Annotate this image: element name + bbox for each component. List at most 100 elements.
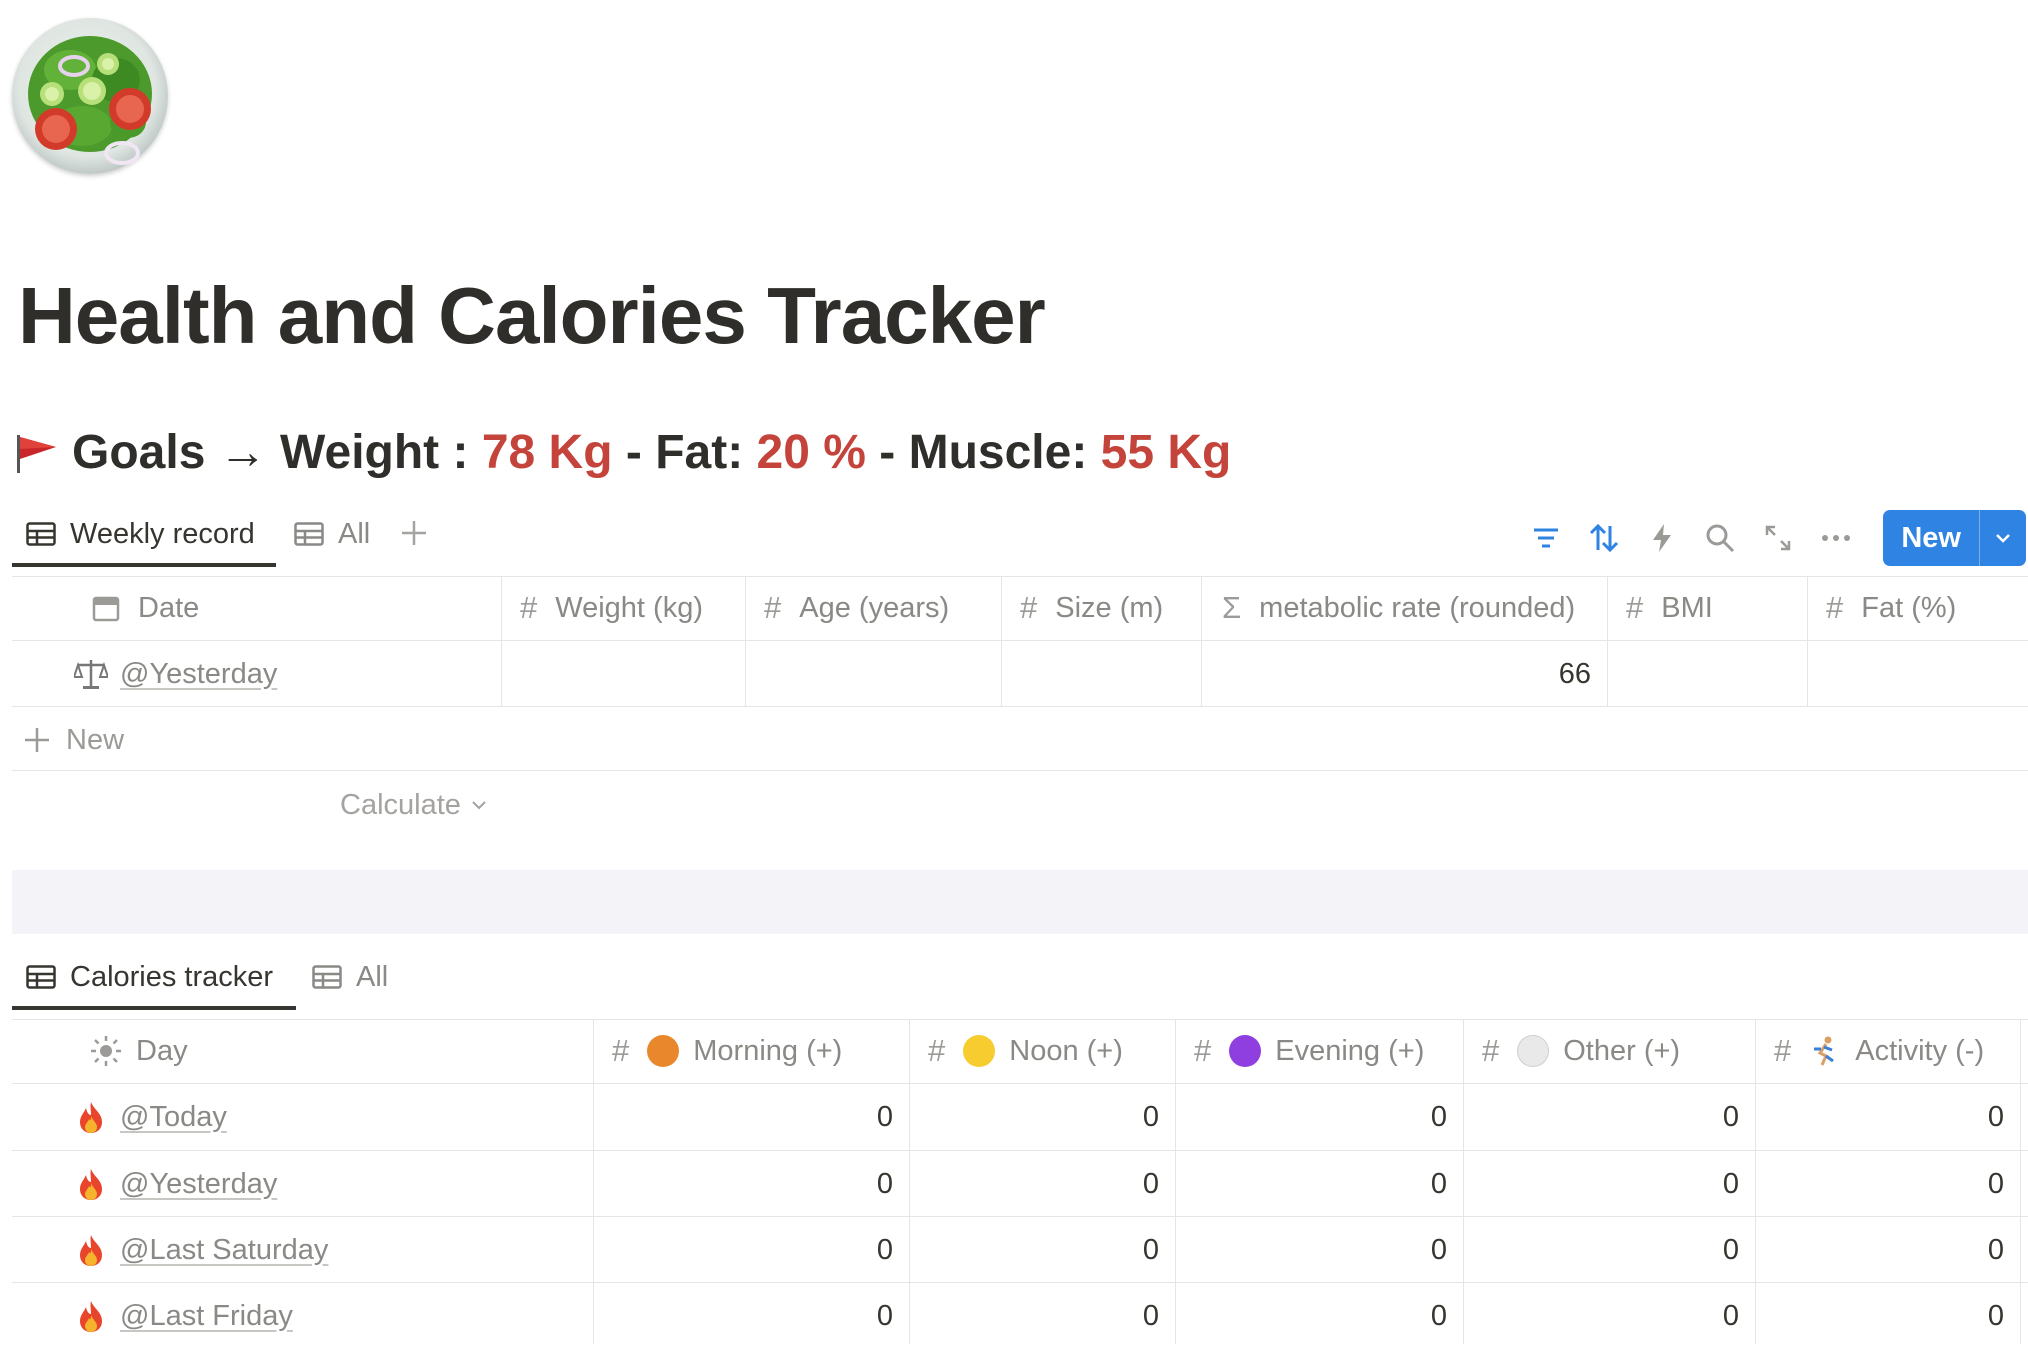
table-row[interactable]: @Today xyxy=(74,1085,227,1149)
add-view-button[interactable] xyxy=(394,513,434,553)
other-cell[interactable]: 0 xyxy=(1722,1233,1739,1266)
calories-view-tabs: Calories tracker All xyxy=(12,948,2028,1010)
expand-button[interactable] xyxy=(1749,510,1807,566)
table-row[interactable]: @Yesterday xyxy=(74,1152,277,1216)
section-divider-block xyxy=(12,870,2028,934)
morning-cell[interactable]: 0 xyxy=(876,1100,893,1133)
other-cell[interactable]: 0 xyxy=(1722,1167,1739,1200)
activity-cell[interactable]: 0 xyxy=(1987,1100,2004,1133)
goal-fat-value: 20 % xyxy=(756,426,866,479)
goals-heading: Goals → Weight : 78 Kg - Fat: 20 % - Mus… xyxy=(14,425,1231,480)
active-tab-indicator xyxy=(12,1006,296,1010)
column-header-label: Noon (+) xyxy=(1009,1034,1123,1067)
column-divider xyxy=(1201,576,1202,706)
page-title: Health and Calories Tracker xyxy=(18,271,1046,360)
column-header-label: Age (years) xyxy=(799,591,950,624)
table-row[interactable]: @Last Saturday xyxy=(74,1218,328,1282)
column-header-label: BMI xyxy=(1661,591,1713,624)
column-header-evening[interactable]: # Evening (+) xyxy=(1194,1019,1424,1083)
table-row[interactable]: @Yesterday xyxy=(74,642,277,706)
number-icon: # xyxy=(1020,590,1038,625)
column-header-noon[interactable]: # Noon (+) xyxy=(928,1019,1123,1083)
new-button[interactable]: New xyxy=(1901,521,1961,554)
tab-all-label: All xyxy=(338,517,371,550)
column-header-activity[interactable]: # Activity (-) xyxy=(1774,1019,1984,1083)
active-tab-indicator xyxy=(12,563,276,567)
column-header-date[interactable]: Date xyxy=(92,576,199,640)
column-header-fat[interactable]: # Fat (%) xyxy=(1826,576,1956,640)
column-header-weight[interactable]: # Weight (kg) xyxy=(520,576,703,640)
sort-button[interactable] xyxy=(1575,510,1633,566)
other-cell[interactable]: 0 xyxy=(1722,1100,1739,1133)
column-header-label: Fat (%) xyxy=(1861,591,1957,624)
table-border xyxy=(12,640,2028,641)
tab-calories-tracker[interactable]: Calories tracker xyxy=(26,948,273,1006)
tab-weekly-record[interactable]: Weekly record xyxy=(26,505,255,563)
evening-cell[interactable]: 0 xyxy=(1430,1100,1447,1133)
add-row-button[interactable]: New xyxy=(24,715,124,765)
new-button-group: New xyxy=(1883,510,2026,566)
number-icon: # xyxy=(1194,1033,1212,1068)
column-divider xyxy=(1755,1019,1756,1344)
column-header-label: Other (+) xyxy=(1563,1034,1681,1067)
weekly-view-tabs: Weekly record All xyxy=(12,505,2028,567)
morning-cell[interactable]: 0 xyxy=(876,1299,893,1332)
table-row[interactable]: @Last Friday xyxy=(74,1284,293,1348)
plus-icon xyxy=(25,728,49,752)
column-header-size[interactable]: # Size (m) xyxy=(1020,576,1163,640)
morning-cell[interactable]: 0 xyxy=(876,1233,893,1266)
date-mention[interactable]: @Yesterday xyxy=(120,657,278,690)
evening-cell[interactable]: 0 xyxy=(1430,1299,1447,1332)
activity-cell[interactable]: 0 xyxy=(1987,1233,2004,1266)
metabolic-rate-cell[interactable]: 66 xyxy=(1558,657,1591,690)
table-border xyxy=(12,770,2028,771)
column-divider xyxy=(1175,1019,1176,1344)
calculate-dropdown[interactable]: Calculate xyxy=(340,780,487,830)
new-dropdown-button[interactable] xyxy=(1979,510,2026,566)
column-header-bmi[interactable]: # BMI xyxy=(1626,576,1713,640)
calendar-icon xyxy=(92,596,120,622)
noon-cell[interactable]: 0 xyxy=(1142,1167,1159,1200)
column-header-age[interactable]: # Age (years) xyxy=(764,576,949,640)
purple-circle-icon xyxy=(1229,1035,1262,1067)
column-header-other[interactable]: # Other (+) xyxy=(1482,1019,1680,1083)
table-icon xyxy=(312,965,342,989)
evening-cell[interactable]: 0 xyxy=(1430,1167,1447,1200)
noon-cell[interactable]: 0 xyxy=(1142,1233,1159,1266)
search-button[interactable] xyxy=(1691,510,1749,566)
column-header-day[interactable]: Day xyxy=(90,1019,188,1083)
sort-icon xyxy=(1590,523,1619,553)
number-icon: # xyxy=(520,590,538,625)
day-mention[interactable]: @Last Saturday xyxy=(120,1233,329,1266)
morning-cell[interactable]: 0 xyxy=(876,1167,893,1200)
tab-all-calories[interactable]: All xyxy=(312,948,388,1006)
day-mention[interactable]: @Today xyxy=(120,1100,227,1133)
more-options-button[interactable] xyxy=(1807,510,1865,566)
goal-muscle-label: - Muscle: xyxy=(879,426,1088,479)
table-icon xyxy=(294,522,324,546)
other-cell[interactable]: 0 xyxy=(1722,1299,1739,1332)
add-row-label: New xyxy=(66,723,125,756)
column-header-label: Day xyxy=(136,1034,188,1067)
filter-button[interactable] xyxy=(1517,510,1575,566)
tab-all-label: All xyxy=(356,960,389,993)
number-icon: # xyxy=(1626,590,1644,625)
table-border xyxy=(12,1216,2028,1217)
orange-circle-icon xyxy=(647,1035,680,1067)
tab-calories-tracker-label: Calories tracker xyxy=(70,960,274,993)
database-toolbar: New xyxy=(1517,510,2026,566)
activity-cell[interactable]: 0 xyxy=(1987,1299,2004,1332)
noon-cell[interactable]: 0 xyxy=(1142,1100,1159,1133)
day-mention[interactable]: @Last Friday xyxy=(120,1299,293,1332)
activity-cell[interactable]: 0 xyxy=(1987,1167,2004,1200)
table-border xyxy=(12,1019,2028,1020)
tab-all-weekly[interactable]: All xyxy=(294,505,370,563)
automation-button[interactable] xyxy=(1633,510,1691,566)
column-header-morning[interactable]: # Morning (+) xyxy=(612,1019,842,1083)
red-flag-icon xyxy=(17,434,56,473)
evening-cell[interactable]: 0 xyxy=(1430,1233,1447,1266)
day-mention[interactable]: @Yesterday xyxy=(120,1167,278,1200)
table-border xyxy=(12,1282,2028,1283)
noon-cell[interactable]: 0 xyxy=(1142,1299,1159,1332)
